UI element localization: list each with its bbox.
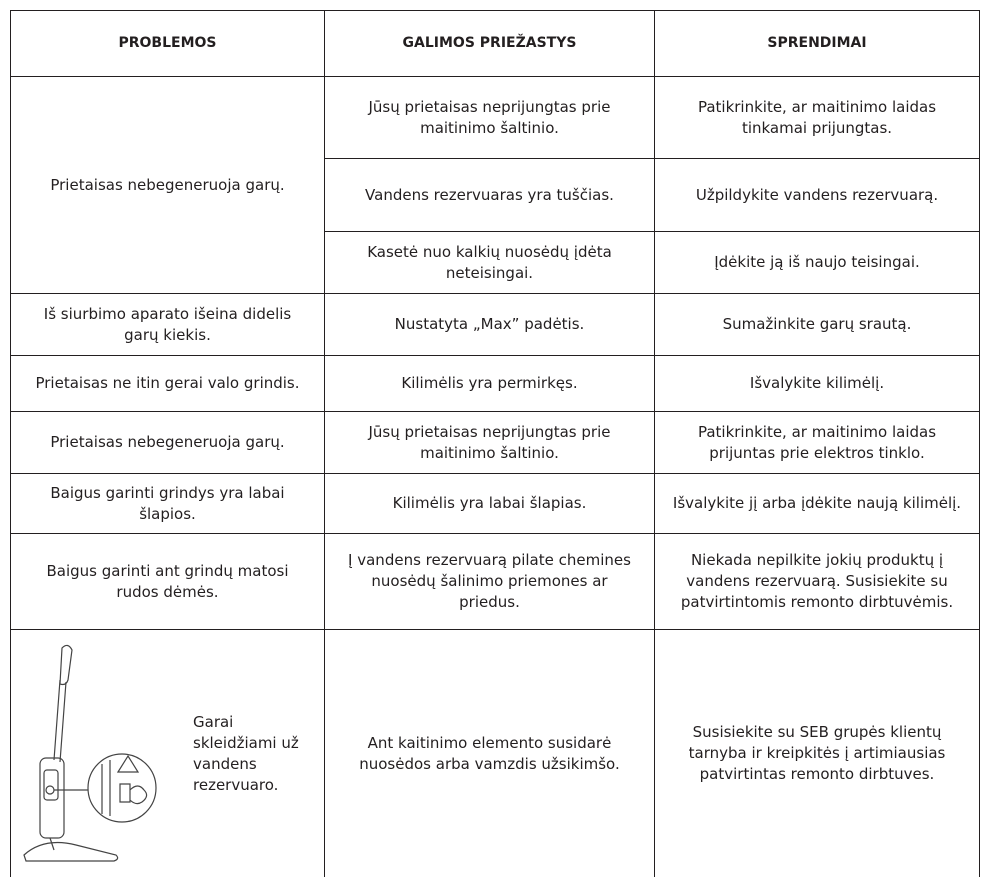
problem-cell: Iš siurbimo aparato išeina didelis garų … (10, 294, 325, 356)
cause-cell: Ant kaitinimo elemento susidarė nuosėdos… (325, 630, 655, 877)
cause-cell: Į vandens rezervuarą pilate chemines nuo… (325, 534, 655, 630)
column-header: GALIMOS PRIEŽASTYS (325, 10, 655, 77)
problem-cell: Baigus garinti grindys yra labai šlapios… (10, 474, 325, 534)
cause-cell: Jūsų prietaisas neprijungtas prie maitin… (325, 412, 655, 474)
cause-cell: Jūsų prietaisas neprijungtas prie maitin… (325, 77, 655, 159)
problem-cell: Prietaisas nebegeneruoja garų. (10, 412, 325, 474)
cause-cell: Kilimėlis yra permirkęs. (325, 356, 655, 412)
column-header: PROBLEMOS (10, 10, 325, 77)
cause-cell: Vandens rezervuaras yra tuščias. (325, 159, 655, 232)
solution-cell: Įdėkite ją iš naujo teisingai. (655, 232, 980, 294)
column-header: SPRENDIMAI (655, 10, 980, 77)
solution-cell: Išvalykite kilimėlį. (655, 356, 980, 412)
steam-mop-illustration (23, 644, 157, 862)
solution-cell: Užpildykite vandens rezervuarą. (655, 159, 980, 232)
problem-cell: Prietaisas nebegeneruoja garų. (10, 77, 325, 294)
cause-cell: Kasetė nuo kalkių nuosėdų įdėta neteisin… (325, 232, 655, 294)
solution-cell: Patikrinkite, ar maitinimo laidas tinkam… (655, 77, 980, 159)
problem-cell: Baigus garinti ant grindų matosi rudos d… (10, 534, 325, 630)
solution-cell: Patikrinkite, ar maitinimo laidas prijun… (655, 412, 980, 474)
cause-cell: Kilimėlis yra labai šlapias. (325, 474, 655, 534)
problem-cell: Prietaisas ne itin gerai valo grindis. (10, 356, 325, 412)
solution-cell: Niekada nepilkite jokių produktų į vande… (655, 534, 980, 630)
cause-cell: Nustatyta „Max” padėtis. (325, 294, 655, 356)
solution-cell: Išvalykite jį arba įdėkite naują kilimėl… (655, 474, 980, 534)
solution-cell: Susisiekite su SEB grupės klientų tarnyb… (655, 630, 980, 877)
problem-cell: Garai skleidžiami už vandens rezervuaro. (10, 630, 325, 877)
solution-cell: Sumažinkite garų srautą. (655, 294, 980, 356)
